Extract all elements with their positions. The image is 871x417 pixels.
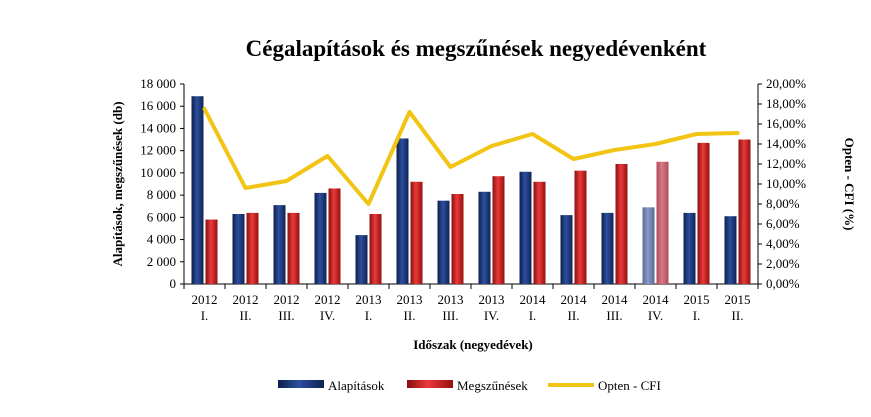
y-tick-label: 18 000 xyxy=(140,76,176,91)
x-category-year: 2012 xyxy=(233,292,259,307)
y-axis-title: Alapítások, megszűnések (db) xyxy=(110,101,125,266)
x-category-quarter: III. xyxy=(606,308,622,323)
bar-alapitasok xyxy=(191,96,204,284)
x-category-year: 2012 xyxy=(315,292,341,307)
legend-label: Alapítások xyxy=(328,378,385,393)
legend-swatch xyxy=(407,380,453,388)
x-category-year: 2014 xyxy=(561,292,588,307)
bar-alapitasok xyxy=(273,205,286,284)
y2-tick-label: 4,00% xyxy=(766,236,800,251)
x-category-quarter: IV. xyxy=(648,308,663,323)
bar-megszunesek xyxy=(738,139,751,284)
x-category-year: 2014 xyxy=(520,292,547,307)
legend-item-alapitasok: Alapítások xyxy=(278,378,385,393)
bar-alapitasok xyxy=(601,212,614,284)
bar-megszunesek xyxy=(246,212,259,284)
y-tick-label: 4 000 xyxy=(147,232,176,247)
x-category-quarter: I. xyxy=(693,308,701,323)
x-category-year: 2013 xyxy=(397,292,423,307)
bar-megszunesek xyxy=(451,194,464,284)
x-category-quarter: I. xyxy=(201,308,209,323)
bar-megszunesek xyxy=(492,176,505,284)
bar-alapitasok xyxy=(519,171,532,284)
legend-item-opten-cfi: Opten - CFI xyxy=(548,378,661,393)
x-category-year: 2013 xyxy=(479,292,505,307)
bar-alapitasok xyxy=(396,138,409,284)
x-category-year: 2015 xyxy=(684,292,710,307)
x-category-quarter: IV. xyxy=(320,308,335,323)
x-category-quarter: III. xyxy=(442,308,458,323)
chart-title: Cégalapítások és megszűnések negyedévenk… xyxy=(246,36,707,61)
legend-item-megszunesek: Megszűnések xyxy=(407,378,528,393)
bar-alapitasok xyxy=(724,216,737,284)
bar-megszunesek xyxy=(287,212,300,284)
bar-megszunesek xyxy=(697,142,710,284)
bar-megszunesek xyxy=(533,181,546,284)
y2-tick-label: 6,00% xyxy=(766,216,800,231)
x-category-quarter: II. xyxy=(732,308,744,323)
x-category-quarter: II. xyxy=(240,308,252,323)
bar-alapitasok xyxy=(642,207,655,284)
y2-tick-label: 18,00% xyxy=(766,96,806,111)
y-tick-label: 14 000 xyxy=(140,120,176,135)
y-tick-label: 16 000 xyxy=(140,98,176,113)
y-tick-label: 10 000 xyxy=(140,165,176,180)
x-category-year: 2014 xyxy=(643,292,670,307)
y-tick-label: 8 000 xyxy=(147,187,176,202)
x-category-year: 2013 xyxy=(356,292,382,307)
line-layer xyxy=(202,107,740,206)
x-category-quarter: II. xyxy=(568,308,580,323)
bar-megszunesek xyxy=(574,170,587,284)
x-axis-title: Időszak (negyedévek) xyxy=(413,337,533,352)
line-opten-cfi xyxy=(202,107,740,206)
x-category-year: 2013 xyxy=(438,292,464,307)
y2-tick-label: 10,00% xyxy=(766,176,806,191)
bar-megszunesek xyxy=(205,219,218,284)
bar-alapitasok xyxy=(478,191,491,284)
x-category-quarter: I. xyxy=(365,308,373,323)
x-category-year: 2015 xyxy=(725,292,751,307)
y2-ticks: 0,00% 2,00% 4,00% 6,00% 8,00% 10,00% 12,00% 14,… xyxy=(758,76,806,291)
bar-alapitasok xyxy=(560,215,573,284)
x-category-year: 2014 xyxy=(602,292,629,307)
y2-axis-title: Opten - CFI (%) xyxy=(842,138,857,231)
legend-label: Megszűnések xyxy=(457,378,528,393)
bar-alapitasok xyxy=(437,200,450,284)
legend: Alapítások Megszűnések Opten - CFI xyxy=(278,378,661,393)
bar-alapitasok xyxy=(314,192,327,284)
y-ticks: 0 2 000 4 000 6 000 8 000 10 000 12 000 14 000 1… xyxy=(140,76,184,291)
x-category-quarter: IV. xyxy=(484,308,499,323)
y-tick-label: 2 000 xyxy=(147,254,176,269)
y2-tick-label: 14,00% xyxy=(766,136,806,151)
bar-alapitasok xyxy=(355,235,368,284)
y2-tick-label: 16,00% xyxy=(766,116,806,131)
x-category-quarter: I. xyxy=(529,308,537,323)
x-category-quarter: III. xyxy=(278,308,294,323)
y-tick-label: 0 xyxy=(170,276,177,291)
y2-tick-label: 2,00% xyxy=(766,256,800,271)
y2-tick-label: 12,00% xyxy=(766,156,806,171)
y2-tick-label: 20,00% xyxy=(766,76,806,91)
x-category-quarter: II. xyxy=(404,308,416,323)
bar-megszunesek xyxy=(328,188,341,284)
x-category-year: 2012 xyxy=(192,292,218,307)
y2-tick-label: 8,00% xyxy=(766,196,800,211)
bar-alapitasok xyxy=(683,212,696,284)
bar-alapitasok xyxy=(232,214,245,284)
x-category-year: 2012 xyxy=(274,292,300,307)
bar-megszunesek xyxy=(410,181,423,284)
x-categories: 2012I.2012II.2012III.2012IV.2013I.2013II… xyxy=(183,284,759,323)
bar-megszunesek xyxy=(615,164,628,284)
y2-tick-label: 0,00% xyxy=(766,276,800,291)
bar-megszunesek xyxy=(369,214,382,284)
bars xyxy=(191,96,751,284)
y-tick-label: 6 000 xyxy=(147,209,176,224)
legend-label: Opten - CFI xyxy=(598,378,661,393)
y-tick-label: 12 000 xyxy=(140,143,176,158)
legend-swatch xyxy=(278,380,324,388)
bar-megszunesek xyxy=(656,161,669,284)
